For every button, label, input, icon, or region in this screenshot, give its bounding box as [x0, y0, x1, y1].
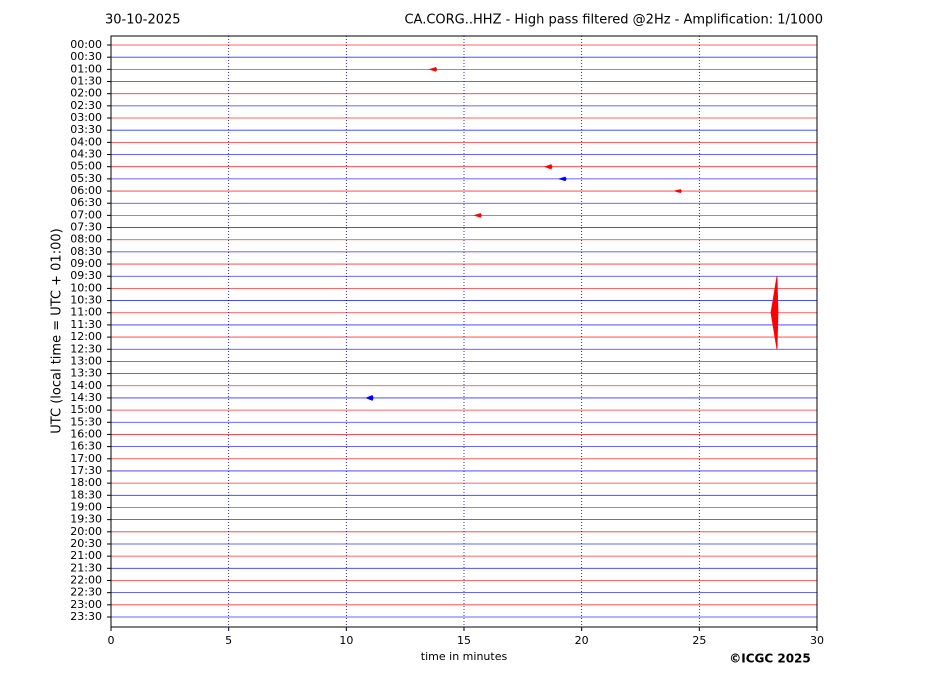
y-tick-label: 09:30 — [70, 269, 102, 282]
y-tick-label: 02:00 — [70, 87, 102, 100]
x-tick-label: 5 — [225, 634, 232, 647]
x-tick-label: 10 — [339, 634, 353, 647]
y-tick-label: 07:00 — [70, 208, 102, 221]
y-tick-label: 12:30 — [70, 342, 102, 355]
y-tick-label: 18:00 — [70, 476, 102, 489]
y-tick-label: 00:30 — [70, 50, 102, 63]
x-tick-label: 20 — [575, 634, 589, 647]
y-tick-label: 15:00 — [70, 403, 102, 416]
y-tick-label: 17:00 — [70, 452, 102, 465]
y-tick-label: 22:30 — [70, 586, 102, 599]
chart-title: CA.CORG..HHZ - High pass filtered @2Hz -… — [404, 13, 823, 28]
y-tick-label: 06:00 — [70, 184, 102, 197]
seismic-event — [365, 394, 374, 401]
y-tick-label: 11:30 — [70, 318, 102, 331]
y-tick-label: 11:00 — [70, 306, 102, 319]
y-tick-label: 10:30 — [70, 294, 102, 307]
seismic-event — [473, 213, 482, 218]
y-tick-label: 19:30 — [70, 513, 102, 526]
x-tick-label: 15 — [457, 634, 471, 647]
y-tick-label: 14:00 — [70, 379, 102, 392]
y-tick-label: 18:30 — [70, 488, 102, 501]
y-tick-label: 23:30 — [70, 610, 102, 623]
y-tick-label: 14:30 — [70, 391, 102, 404]
plot-frame — [110, 35, 818, 628]
y-tick-label: 05:00 — [70, 160, 102, 173]
y-tick-label: 21:00 — [70, 549, 102, 562]
y-tick-label: 10:00 — [70, 281, 102, 294]
y-tick-label: 05:30 — [70, 172, 102, 185]
y-tick-label: 08:30 — [70, 245, 102, 258]
y-tick-label: 04:30 — [70, 148, 102, 161]
y-tick-label: 07:30 — [70, 221, 102, 234]
y-tick-label: 19:00 — [70, 500, 102, 513]
y-tick-label: 02:30 — [70, 99, 102, 112]
x-axis-label: time in minutes — [421, 650, 508, 663]
y-tick-label: 13:00 — [70, 354, 102, 367]
y-tick-label: 03:00 — [70, 111, 102, 124]
y-tick-label: 16:30 — [70, 440, 102, 453]
seismic-event — [543, 164, 553, 170]
y-tick-label: 16:00 — [70, 427, 102, 440]
date: 30-10-2025 — [105, 13, 181, 28]
y-tick-label: 21:30 — [70, 561, 102, 574]
y-tick-label: 01:00 — [70, 62, 102, 75]
x-tick-label: 30 — [810, 634, 824, 647]
y-tick-label: 08:00 — [70, 233, 102, 246]
seismic-event — [770, 276, 779, 350]
y-tick-label: 22:00 — [70, 573, 102, 586]
y-tick-label: 17:30 — [70, 464, 102, 477]
y-tick-label: 00:00 — [70, 38, 102, 51]
y-tick-label: 09:00 — [70, 257, 102, 270]
y-tick-label: 01:30 — [70, 75, 102, 88]
y-axis-label: UTC (local time = UTC + 01:00) — [50, 228, 65, 433]
seismic-event — [557, 176, 567, 182]
y-tick-label: 20:00 — [70, 525, 102, 538]
y-tick-label: 12:00 — [70, 330, 102, 343]
y-tick-label: 04:00 — [70, 135, 102, 148]
y-tick-label: 20:30 — [70, 537, 102, 550]
seismic-event — [428, 67, 438, 72]
copyright: ©ICGC 2025 — [729, 652, 811, 666]
y-tick-label: 06:30 — [70, 196, 102, 209]
y-tick-label: 03:30 — [70, 123, 102, 136]
x-tick-label: 25 — [692, 634, 706, 647]
y-tick-label: 13:30 — [70, 367, 102, 380]
y-tick-label: 23:00 — [70, 598, 102, 611]
seismic-event — [674, 189, 682, 194]
x-tick-label: 0 — [108, 634, 115, 647]
y-tick-label: 15:30 — [70, 415, 102, 428]
